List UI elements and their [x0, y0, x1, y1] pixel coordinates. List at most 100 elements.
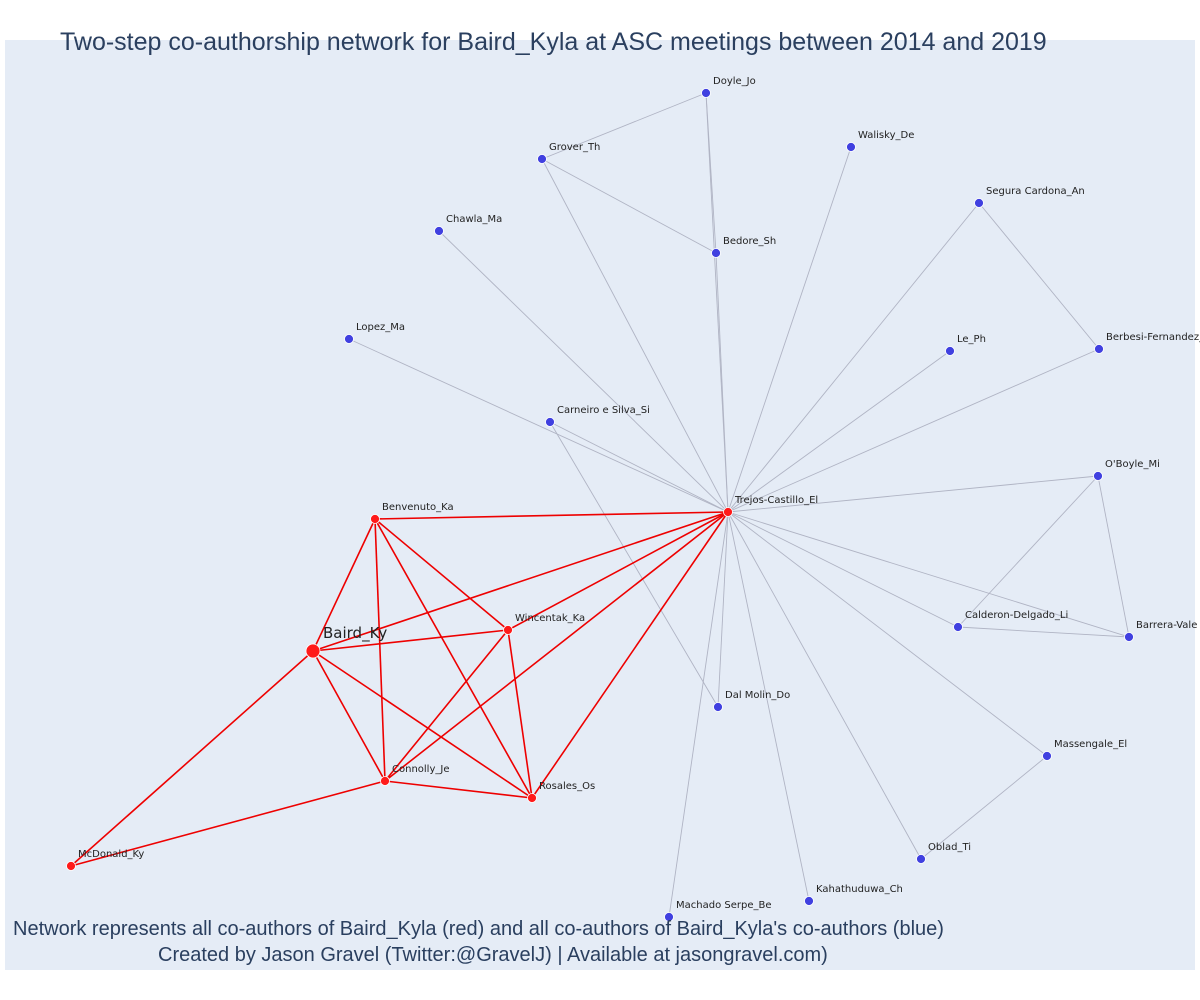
edge-doyle-jo-bedore-sh: [705, 92, 717, 254]
edge-benvenuto-ka-wincentak-ka: [374, 518, 509, 631]
node-o-boyle-mi[interactable]: [1093, 471, 1103, 481]
node-lopez-ma[interactable]: [344, 334, 354, 344]
edge-grover-th-bedore-sh: [541, 158, 717, 254]
labels-layer: Baird_Ky Benvenuto_Ka Wincentak_Ka Connolly…: [78, 76, 1200, 911]
node-label-grover-th: Grover_Th: [549, 142, 600, 153]
node-calderon-delgado-li[interactable]: [953, 622, 963, 632]
node-label-doyle-jo: Doyle_Jo: [713, 76, 756, 87]
node-berbesi-fernandez[interactable]: [1094, 344, 1104, 354]
edge-trejos-castillo-el-segura-cardona-an: [727, 202, 980, 513]
node-label-wincentak-ka: Wincentak_Ka: [515, 613, 585, 624]
node-label-le-ph: Le_Ph: [957, 334, 986, 345]
edge-trejos-castillo-el-carneiro-e-silva-si: [549, 421, 729, 513]
node-label-massengale-el: Massengale_El: [1054, 739, 1127, 750]
edge-baird-ky-mcdonald-ky: [70, 650, 314, 867]
node-segura-cardona-an[interactable]: [974, 198, 984, 208]
edge-trejos-castillo-el-chawla-ma: [438, 230, 729, 513]
node-label-machado-serpe-be: Machado Serpe_Be: [676, 900, 772, 911]
edge-trejos-castillo-el-o-boyle-mi: [727, 475, 1099, 513]
edges-layer: [70, 92, 1130, 918]
edge-trejos-castillo-el-bedore-sh: [715, 252, 729, 513]
edge-segura-cardona-an-berbesi-fernandez: [978, 202, 1100, 350]
node-label-o-boyle-mi: O'Boyle_Mi: [1105, 459, 1160, 470]
edge-wincentak-ka-rosales-os: [507, 629, 533, 799]
caption-line-2: Created by Jason Gravel (Twitter:@Gravel…: [158, 944, 828, 966]
node-label-kahathuduwa-ch: Kahathuduwa_Ch: [816, 884, 903, 895]
edge-trejos-castillo-el-barrera-vale: [727, 511, 1130, 638]
node-oblad-ti[interactable]: [916, 854, 926, 864]
edge-calderon-delgado-li-barrera-vale: [957, 626, 1130, 638]
node-label-rosales-os: Rosales_Os: [539, 781, 595, 792]
edge-connolly-je-mcdonald-ky: [70, 780, 386, 867]
edge-trejos-castillo-el-le-ph: [727, 350, 951, 513]
edge-wincentak-ka-connolly-je: [384, 629, 509, 782]
nodes-layer: [66, 88, 1134, 922]
edge-connolly-je-trejos-castillo-el: [384, 511, 729, 782]
edge-trejos-castillo-el-kahathuduwa-ch: [727, 511, 810, 902]
node-kahathuduwa-ch[interactable]: [804, 896, 814, 906]
node-machado-serpe-be[interactable]: [664, 912, 674, 922]
edge-trejos-castillo-el-grover-th: [541, 158, 729, 513]
edge-trejos-castillo-el-lopez-ma: [348, 338, 729, 513]
edge-trejos-castillo-el-walisky-de: [727, 146, 852, 513]
node-carneiro-e-silva-si[interactable]: [545, 417, 555, 427]
node-dal-molin-do[interactable]: [713, 702, 723, 712]
node-trejos-castillo-el[interactable]: [723, 507, 733, 517]
node-baird-ky[interactable]: [305, 643, 321, 659]
node-label-walisky-de: Walisky_De: [858, 130, 914, 141]
edge-trejos-castillo-el-massengale-el: [727, 511, 1048, 757]
edge-massengale-el-oblad-ti: [920, 755, 1048, 860]
edge-baird-ky-wincentak-ka: [312, 629, 509, 652]
node-label-chawla-ma: Chawla_Ma: [446, 214, 502, 225]
edge-benvenuto-ka-rosales-os: [374, 518, 533, 799]
node-label-berbesi-fernandez: Berbesi-Fernandez_: [1106, 332, 1200, 343]
edge-o-boyle-mi-barrera-vale: [1097, 475, 1130, 638]
edge-trejos-castillo-el-berbesi-fernandez: [727, 348, 1100, 513]
edge-baird-ky-trejos-castillo-el: [312, 511, 729, 652]
node-chawla-ma[interactable]: [434, 226, 444, 236]
edge-trejos-castillo-el-machado-serpe-be: [668, 511, 729, 918]
node-label-calderon-delgado-li: Calderon-Delgado_Li: [965, 610, 1068, 621]
caption-line-1: Network represents all co-authors of Bai…: [13, 918, 944, 940]
node-label-lopez-ma: Lopez_Ma: [356, 322, 405, 333]
node-label-carneiro-e-silva-si: Carneiro e Silva_Si: [557, 405, 650, 416]
edge-trejos-castillo-el-oblad-ti: [727, 511, 922, 860]
node-label-oblad-ti: Oblad_Ti: [928, 842, 971, 853]
node-label-connolly-je: Connolly_Je: [392, 764, 449, 775]
edge-trejos-castillo-el-dal-molin-do: [717, 511, 729, 708]
node-mcdonald-ky[interactable]: [66, 861, 76, 871]
edge-doyle-jo-grover-th: [541, 92, 707, 160]
node-connolly-je[interactable]: [380, 776, 390, 786]
node-doyle-jo[interactable]: [701, 88, 711, 98]
edge-carneiro-e-silva-si-dal-molin-do: [549, 421, 719, 708]
node-bedore-sh[interactable]: [711, 248, 721, 258]
edge-baird-ky-rosales-os: [312, 650, 533, 799]
edge-o-boyle-mi-calderon-delgado-li: [957, 475, 1099, 628]
node-le-ph[interactable]: [945, 346, 955, 356]
node-label-barrera-vale: Barrera-Vale: [1136, 620, 1197, 631]
node-barrera-vale[interactable]: [1124, 632, 1134, 642]
node-label-bedore-sh: Bedore_Sh: [723, 236, 776, 247]
edge-baird-ky-benvenuto-ka: [312, 518, 376, 652]
node-label-mcdonald-ky: McDonald_Ky: [78, 849, 144, 860]
edge-baird-ky-connolly-je: [312, 650, 386, 782]
edge-trejos-castillo-el-calderon-delgado-li: [727, 511, 959, 628]
edge-wincentak-ka-trejos-castillo-el: [507, 511, 729, 631]
edge-connolly-je-rosales-os: [384, 780, 533, 799]
edge-rosales-os-trejos-castillo-el: [531, 511, 729, 799]
node-label-baird-ky: Baird_Ky: [323, 624, 387, 643]
node-label-trejos-castillo-el: Trejos-Castillo_El: [734, 495, 818, 506]
edge-benvenuto-ka-connolly-je: [374, 518, 386, 782]
chart-title: Two-step co-authorship network for Baird…: [60, 28, 1047, 56]
node-label-segura-cardona-an: Segura Cardona_An: [986, 186, 1085, 197]
node-label-benvenuto-ka: Benvenuto_Ka: [382, 502, 454, 513]
node-grover-th[interactable]: [537, 154, 547, 164]
node-benvenuto-ka[interactable]: [370, 514, 380, 524]
node-wincentak-ka[interactable]: [503, 625, 513, 635]
node-label-dal-molin-do: Dal Molin_Do: [725, 690, 790, 701]
node-massengale-el[interactable]: [1042, 751, 1052, 761]
node-rosales-os[interactable]: [527, 793, 537, 803]
node-walisky-de[interactable]: [846, 142, 856, 152]
edge-benvenuto-ka-trejos-castillo-el: [374, 511, 729, 520]
